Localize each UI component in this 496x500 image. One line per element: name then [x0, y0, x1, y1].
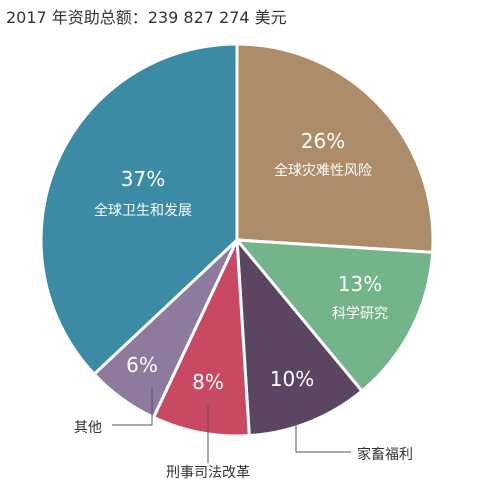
pie-slice	[235, 238, 435, 393]
slice-name-label: 家畜福利	[357, 446, 413, 463]
slice-name-label: 科学研究	[332, 306, 388, 322]
leader-line	[295, 403, 351, 453]
slice-name-label: 刑事司法改革	[166, 465, 250, 481]
slice-name-label: 其他	[74, 420, 102, 436]
pie-slice	[235, 42, 435, 254]
slice-name-label: 全球卫生和发展	[94, 202, 192, 219]
slice-percent-label: 10%	[270, 367, 314, 391]
slice-percent-label: 26%	[301, 129, 345, 153]
chart-title: 2017 年资助总额：239 827 274 美元	[6, 8, 287, 27]
slice-percent-label: 6%	[126, 353, 158, 377]
pie-slice	[235, 238, 364, 438]
pie-slice	[152, 238, 251, 438]
slice-percent-label: 37%	[121, 167, 165, 191]
slice-percent-label: 8%	[192, 370, 224, 394]
slice-name-label: 全球灾难性风险	[274, 162, 372, 179]
slice-percent-label: 13%	[338, 272, 382, 296]
leader-line	[112, 388, 153, 426]
pie-slice	[39, 42, 239, 376]
